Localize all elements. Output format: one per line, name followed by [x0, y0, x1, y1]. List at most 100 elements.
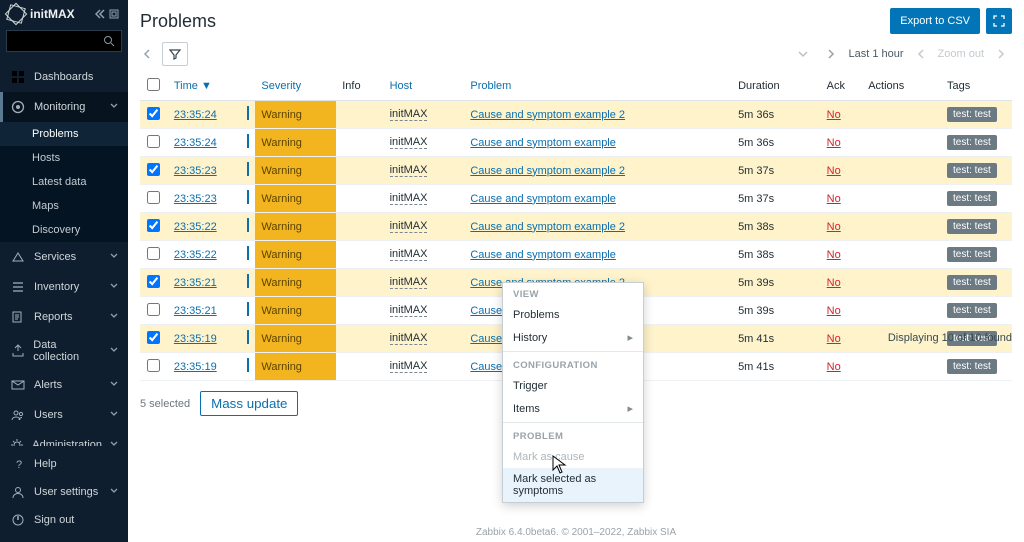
sidebar-subitem-problems[interactable]: Problems [0, 122, 128, 146]
ctx-separator [503, 351, 643, 352]
host-link[interactable]: initMAX [390, 220, 428, 233]
time-link[interactable]: 23:35:22 [174, 221, 217, 233]
tag-pill[interactable]: test: test [947, 275, 997, 290]
row-checkbox[interactable] [147, 163, 160, 176]
zoom-out-label[interactable]: Zoom out [938, 48, 984, 60]
problem-link[interactable]: Cause and symptom example [470, 137, 616, 149]
ctx-item-mark-selected-as-symptoms[interactable]: Mark selected as symptoms [503, 468, 643, 502]
filter-button[interactable] [162, 42, 188, 66]
row-checkbox[interactable] [147, 247, 160, 260]
ctx-item-trigger[interactable]: Trigger [503, 375, 643, 397]
sidebar-item-reports[interactable]: Reports [0, 302, 128, 332]
col-time[interactable]: Time ▼ [168, 72, 236, 101]
sidebar-item-alerts[interactable]: Alerts [0, 370, 128, 400]
ack-link[interactable]: No [827, 249, 841, 261]
export-csv-button[interactable]: Export to CSV [890, 8, 980, 34]
tag-pill[interactable]: test: test [947, 303, 997, 318]
row-checkbox[interactable] [147, 135, 160, 148]
host-link[interactable]: initMAX [390, 248, 428, 261]
prev-page-icon[interactable] [136, 43, 158, 65]
sidebar-bottom-help[interactable]: ?Help [0, 450, 128, 478]
row-checkbox[interactable] [147, 191, 160, 204]
history-fwd-icon[interactable] [820, 43, 842, 65]
sidebar-item-users[interactable]: Users [0, 400, 128, 430]
kiosk-icon[interactable] [108, 8, 120, 20]
row-checkbox[interactable] [147, 303, 160, 316]
host-link[interactable]: initMAX [390, 360, 428, 373]
tag-pill[interactable]: test: test [947, 107, 997, 122]
select-all-checkbox[interactable] [147, 78, 160, 91]
time-link[interactable]: 23:35:24 [174, 109, 217, 121]
host-link[interactable]: initMAX [390, 108, 428, 121]
time-link[interactable]: 23:35:21 [174, 277, 217, 289]
fullscreen-button[interactable] [986, 8, 1012, 34]
time-link[interactable]: 23:35:22 [174, 249, 217, 261]
time-link[interactable]: 23:35:21 [174, 305, 217, 317]
sidebar-subitem-hosts[interactable]: Hosts [0, 146, 128, 170]
host-link[interactable]: initMAX [390, 332, 428, 345]
problem-link[interactable]: Cause and symptom example 2 [470, 221, 625, 233]
info-cell [336, 241, 383, 269]
time-link[interactable]: 23:35:24 [174, 137, 217, 149]
row-checkbox[interactable] [147, 275, 160, 288]
col-severity[interactable]: Severity [255, 72, 336, 101]
mass-update-button[interactable]: Mass update [200, 391, 298, 416]
time-range-label[interactable]: Last 1 hour [848, 48, 903, 60]
ack-link[interactable]: No [827, 305, 841, 317]
severity-cell: Warning [255, 101, 336, 129]
problem-link[interactable]: Cause and symptom example 2 [470, 109, 625, 121]
time-link[interactable]: 23:35:23 [174, 165, 217, 177]
sidebar-item-inventory[interactable]: Inventory [0, 272, 128, 302]
sidebar-item-dashboards[interactable]: Dashboards [0, 62, 128, 92]
ctx-item-history[interactable]: History▸ [503, 326, 643, 349]
ack-link[interactable]: No [827, 137, 841, 149]
sidebar-subitem-discovery[interactable]: Discovery [0, 218, 128, 242]
time-prev-icon[interactable] [910, 43, 932, 65]
ctx-item-problems[interactable]: Problems [503, 304, 643, 326]
row-checkbox[interactable] [147, 219, 160, 232]
collapse-sidebar-icon[interactable] [94, 8, 106, 20]
tag-pill[interactable]: test: test [947, 247, 997, 262]
app-footer: Zabbix 6.4.0beta6. © 2001–2022, Zabbix S… [476, 527, 676, 538]
ack-link[interactable]: No [827, 277, 841, 289]
host-link[interactable]: initMAX [390, 304, 428, 317]
host-link[interactable]: initMAX [390, 136, 428, 149]
time-link[interactable]: 23:35:23 [174, 193, 217, 205]
time-next-icon[interactable] [990, 43, 1012, 65]
sidebar-bottom-user-settings[interactable]: User settings [0, 478, 128, 506]
ack-link[interactable]: No [827, 165, 841, 177]
ack-link[interactable]: No [827, 333, 841, 345]
sidebar-item-services[interactable]: Services [0, 242, 128, 272]
search-input[interactable] [6, 30, 122, 52]
problem-link[interactable]: Cause and symptom example 2 [470, 165, 625, 177]
sidebar-subitem-latest-data[interactable]: Latest data [0, 170, 128, 194]
tag-pill[interactable]: test: test [947, 359, 997, 374]
host-link[interactable]: initMAX [390, 276, 428, 289]
ctx-item-items[interactable]: Items▸ [503, 397, 643, 420]
tag-pill[interactable]: test: test [947, 191, 997, 206]
sidebar-bottom-sign-out[interactable]: Sign out [0, 506, 128, 534]
row-checkbox[interactable] [147, 107, 160, 120]
time-link[interactable]: 23:35:19 [174, 361, 217, 373]
tag-pill[interactable]: test: test [947, 219, 997, 234]
tag-pill[interactable]: test: test [947, 135, 997, 150]
col-host[interactable]: Host [384, 72, 465, 101]
host-link[interactable]: initMAX [390, 164, 428, 177]
ack-link[interactable]: No [827, 193, 841, 205]
tag-pill[interactable]: test: test [947, 163, 997, 178]
ack-link[interactable]: No [827, 221, 841, 233]
sidebar-item-monitoring[interactable]: Monitoring [0, 92, 128, 122]
history-back-icon[interactable] [792, 43, 814, 65]
ack-link[interactable]: No [827, 109, 841, 121]
ack-link[interactable]: No [827, 361, 841, 373]
problem-link[interactable]: Cause and symptom example [470, 193, 616, 205]
sidebar-subitem-maps[interactable]: Maps [0, 194, 128, 218]
sidebar-item-data-collection[interactable]: Data collection [0, 332, 128, 370]
host-link[interactable]: initMAX [390, 192, 428, 205]
time-link[interactable]: 23:35:19 [174, 333, 217, 345]
sidebar-item-administration[interactable]: Administration [0, 430, 128, 446]
col-problem[interactable]: Problem [464, 72, 732, 101]
row-checkbox[interactable] [147, 331, 160, 344]
problem-link[interactable]: Cause and symptom example [470, 249, 616, 261]
row-checkbox[interactable] [147, 359, 160, 372]
